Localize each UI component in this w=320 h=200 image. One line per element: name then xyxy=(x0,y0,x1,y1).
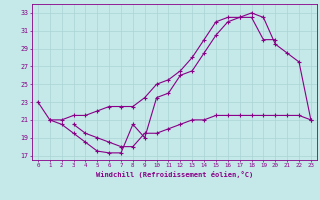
X-axis label: Windchill (Refroidissement éolien,°C): Windchill (Refroidissement éolien,°C) xyxy=(96,171,253,178)
